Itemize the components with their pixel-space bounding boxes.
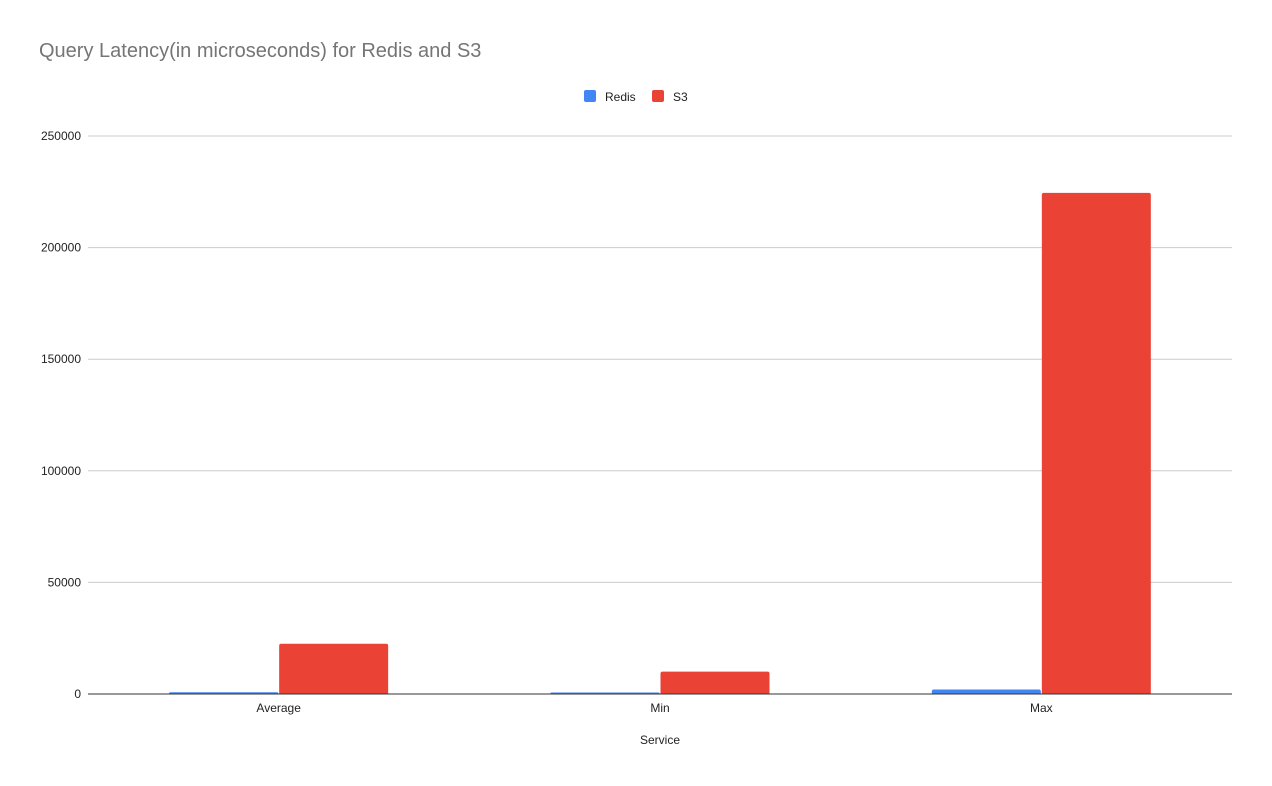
y-tick-label: 250000	[41, 129, 81, 143]
legend-label-redis: Redis	[605, 90, 636, 104]
x-tick-label: Min	[650, 701, 669, 715]
y-tick-label: 0	[74, 687, 81, 701]
bar-redis-max	[931, 689, 1041, 694]
bar-s3-average	[279, 643, 389, 694]
legend-label-s3: S3	[673, 90, 688, 104]
legend-swatch-s3	[652, 90, 664, 102]
y-axis-ticks: 0 50000 100000 150000 200000 250000	[41, 129, 81, 701]
x-axis-title: Service	[640, 733, 680, 747]
bar-s3-max	[1041, 192, 1151, 694]
legend-swatch-redis	[584, 90, 596, 102]
x-axis-ticks: Average Min Max	[256, 701, 1052, 715]
x-tick-label: Average	[256, 701, 301, 715]
y-tick-label: 150000	[41, 352, 81, 366]
y-tick-label: 100000	[41, 464, 81, 478]
legend: Redis S3	[584, 90, 688, 104]
y-tick-label: 50000	[48, 575, 82, 589]
x-tick-label: Max	[1030, 701, 1053, 715]
chart-title: Query Latency(in microseconds) for Redis…	[39, 40, 481, 62]
bars	[169, 192, 1151, 694]
bar-s3-min	[660, 671, 770, 694]
y-tick-label: 200000	[41, 241, 81, 255]
